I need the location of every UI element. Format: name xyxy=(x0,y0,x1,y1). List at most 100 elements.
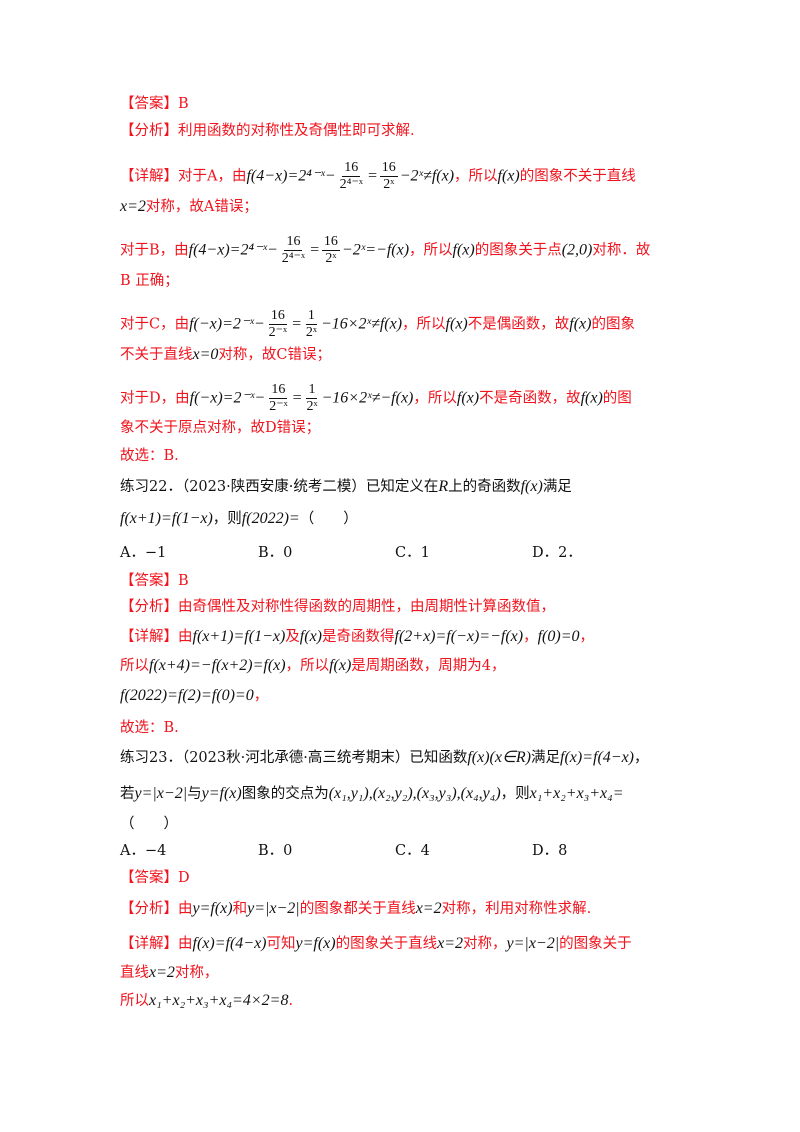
text-segment: ，所以 xyxy=(285,658,330,674)
text-line: 不关于直线x=0对称，故C错误； xyxy=(120,345,331,365)
fraction: 1 2ˣ xyxy=(304,382,319,415)
text-segment: 不是偶函数，故 xyxy=(467,316,570,333)
math-expression: f(x)=f(4−x) xyxy=(560,749,634,766)
fraction-denominator: 2ˣ xyxy=(325,251,337,266)
text-segment: 及 xyxy=(285,629,300,645)
text-segment: 【详解】对于A，由 xyxy=(120,168,247,185)
text-line: B 正确； xyxy=(120,271,179,291)
text-segment: 满足 xyxy=(542,479,572,495)
fraction-numerator: 16 xyxy=(379,160,398,177)
text-line: x=2对称，故A错误； xyxy=(120,197,258,217)
text-segment: 故选：B. xyxy=(120,448,179,464)
text-line: 对于B，由f(4−x)=2⁴⁻ˣ− 16 2⁴⁻ˣ = 16 2ˣ −2ˣ=−f(x)，所以… xyxy=(120,234,650,267)
text-line: 【分析】由y=f(x)和y=|x−2|的图象都关于直线x=2对称，利用对称性求解… xyxy=(120,899,591,919)
text-segment: 可知 xyxy=(266,936,296,952)
text-line: 练习23．（2023秋·河北承德·高三统考期末）已知函数f(x)(x∈R)满足f… xyxy=(120,748,649,768)
text-line: 所以f(x+4)=−f(x+2)=f(x)，所以f(x)是周期函数，周期为4， xyxy=(120,656,506,676)
text-segment: 所以 xyxy=(120,658,149,674)
text-segment: ，所以 xyxy=(402,316,446,333)
text-segment: 的图象不关于直线 xyxy=(519,168,636,185)
math-expression: f(x) xyxy=(445,315,468,333)
fraction-numerator: 16 xyxy=(321,234,340,251)
text-segment: 对于B，由 xyxy=(120,242,189,259)
text-segment: 练习23．（2023秋·河北承德·高三统考期末）已知函数 xyxy=(120,750,468,766)
fraction: 16 2ˣ xyxy=(379,160,398,193)
text-line: （ ） xyxy=(120,814,178,834)
fraction: 16 2⁴⁻ˣ xyxy=(280,234,307,267)
text-line: 对于C，由f(−x)=2⁻ˣ− 16 2⁻ˣ = 1 2ˣ −16×2ˣ≠f(x)，所以f(… xyxy=(120,308,635,341)
text-segment: 对称，故C错误； xyxy=(218,347,332,363)
text-line: f(2022)=f(2)=f(0)=0， xyxy=(120,686,268,706)
math-expression: f(2022)=f(2)=f(0)=0 xyxy=(120,687,254,704)
text-segment: （ ） xyxy=(120,816,178,832)
math-expression: f(x+1)=f(1−x) xyxy=(192,628,286,645)
text-line: f(x+1)=f(1−x)，则f(2022)=（ ） xyxy=(120,509,358,529)
text-line: 故选：B. xyxy=(120,446,179,466)
text-line: 所以x₁+x₂+x₃+x₄=4×2=8. xyxy=(120,991,293,1011)
text-line: 象不关于原点对称，故D错误； xyxy=(120,418,320,438)
text-line: 【详解】由f(x)=f(4−x)可知y=f(x)的图象关于直线x=2对称，y=|… xyxy=(120,934,632,954)
math-expression: f(x)(x∈R) xyxy=(467,749,531,766)
math-expression: x=2 xyxy=(437,935,464,952)
text-line: 故选：B. xyxy=(120,718,179,738)
text-segment: 【详解】由 xyxy=(120,629,193,645)
text-segment: 若 xyxy=(120,786,135,802)
fraction: 16 2⁻ˣ xyxy=(267,308,289,341)
math-expression: = xyxy=(291,315,302,333)
text-segment: 故选：B. xyxy=(120,720,179,736)
text-line: 【详解】由f(x+1)=f(1−x)及f(x)是奇函数得f(2+x)=f(−x)… xyxy=(120,627,594,647)
text-line: 【答案】B xyxy=(120,94,189,114)
math-expression: x₁+x₂+x₃+x₄= xyxy=(529,785,624,802)
answer-option: A．−1 xyxy=(120,545,167,561)
fraction-numerator: 16 xyxy=(284,234,303,251)
text-segment: 对于C，由 xyxy=(120,316,190,333)
math-expression: x=0 xyxy=(192,346,219,363)
answer-option: C．1 xyxy=(395,545,430,561)
text-line: 【分析】利用函数的对称性及奇偶性即可求解. xyxy=(120,121,415,141)
math-expression: f(x) xyxy=(329,657,352,674)
math-expression: = xyxy=(309,241,320,259)
text-segment: ， xyxy=(523,629,538,645)
answer-option: C．4 xyxy=(395,843,430,859)
text-segment: ， xyxy=(579,629,595,645)
text-segment: 满足 xyxy=(531,750,560,766)
math-expression: f(4−x)=2⁴⁻ˣ− xyxy=(188,241,278,259)
text-line: 若y=|x−2|与y=f(x)图象的交点为(x₁,y₁),(x₂,y₂),(x₃… xyxy=(120,784,623,804)
text-line: 【答案】D xyxy=(120,868,190,888)
text-segment: 和 xyxy=(232,901,248,917)
text-segment: ，所以 xyxy=(454,168,498,185)
fraction-numerator: 16 xyxy=(268,308,287,325)
math-expression: f(x) xyxy=(299,628,322,645)
text-segment: ，则 xyxy=(500,786,530,802)
text-segment: 的图象 xyxy=(591,316,635,333)
math-expression: y=f(x) xyxy=(192,900,233,917)
text-line: 【答案】B xyxy=(120,571,189,591)
text-segment: 直线 xyxy=(120,965,149,981)
fraction-numerator: 1 xyxy=(306,382,318,399)
text-segment: 【答案】B xyxy=(120,96,189,112)
math-expression: f(2022)= xyxy=(241,510,300,527)
math-expression: f(2+x)=f(−x)=−f(x) xyxy=(394,628,524,645)
fraction-denominator: 2ˣ xyxy=(306,399,318,414)
math-expression: y=f(x) xyxy=(295,935,336,952)
math-expression: y=|x−2| xyxy=(134,785,188,802)
answer-option: A．−4 xyxy=(120,843,167,859)
text-segment: 上的奇函数 xyxy=(448,479,521,495)
text-segment: 所以 xyxy=(120,993,149,1009)
fraction-denominator: 2⁻ˣ xyxy=(268,325,288,340)
math-expression: f(x+1)=f(1−x) xyxy=(120,510,213,527)
math-expression: −2ˣ=−f(x) xyxy=(341,241,410,259)
text-segment: 对称， xyxy=(463,936,507,952)
math-expression: x=2 xyxy=(149,964,175,981)
math-expression: f(x+4)=−f(x+2)=f(x) xyxy=(149,657,286,674)
math-expression: −16×2ˣ≠−f(x) xyxy=(321,389,414,407)
text-line: 直线x=2对称， xyxy=(120,963,218,983)
text-segment: 的图 xyxy=(602,390,632,407)
text-line: 【分析】由奇偶性及对称性得函数的周期性，由周期性计算函数值， xyxy=(120,597,555,617)
fraction-denominator: 2⁻ˣ xyxy=(269,399,288,414)
answer-option: D．8 xyxy=(532,843,568,859)
fraction-numerator: 16 xyxy=(342,160,361,177)
fraction: 16 2⁴⁻ˣ xyxy=(338,160,365,193)
fraction-denominator: 2ˣ xyxy=(383,177,395,192)
text-line: 【详解】对于A，由f(4−x)=2⁴⁻ˣ− 16 2⁴⁻ˣ = 16 2ˣ −2ˣ≠f(x)… xyxy=(120,160,636,193)
